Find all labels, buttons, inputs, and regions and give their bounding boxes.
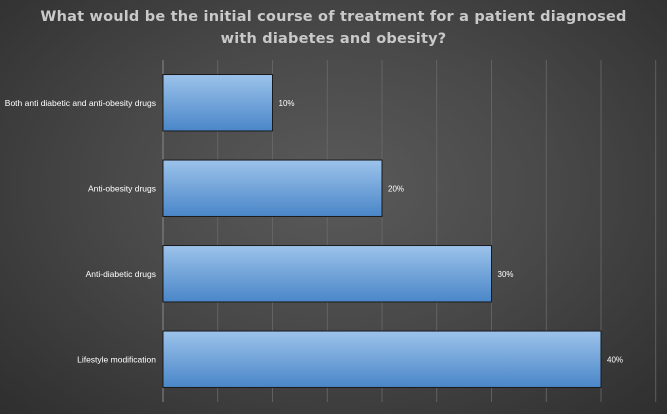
category-label: Lifestyle modification: [77, 354, 156, 364]
bar-2: [162, 159, 383, 217]
data-label: 10%: [279, 99, 295, 108]
chart-title: What would be the initial course of trea…: [40, 9, 627, 47]
data-label: 30%: [498, 270, 514, 279]
category-label: Both anti diabetic and anti-obesity drug…: [5, 98, 156, 108]
category-label: Anti-obesity drugs: [88, 183, 156, 193]
bar-4: [162, 330, 602, 388]
bars: [162, 74, 602, 388]
data-label: 20%: [388, 184, 404, 193]
labels: Both anti diabetic and anti-obesity drug…: [5, 98, 623, 365]
category-label: Anti-diabetic drugs: [86, 269, 156, 279]
bar-3: [162, 245, 492, 303]
data-label: 40%: [607, 355, 623, 364]
bar-1: [162, 74, 273, 132]
